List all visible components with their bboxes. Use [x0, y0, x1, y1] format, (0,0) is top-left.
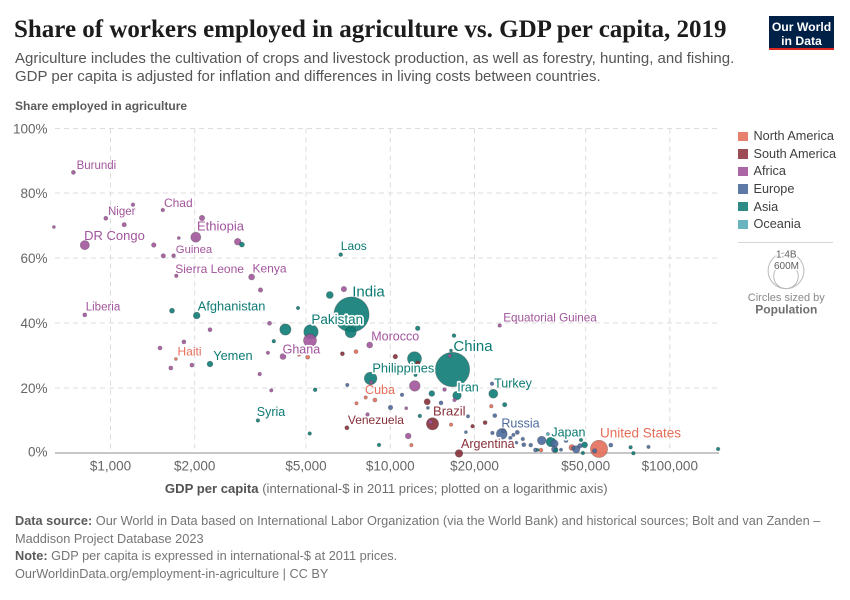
svg-text:Yemen: Yemen	[213, 348, 252, 363]
svg-text:India: India	[352, 283, 385, 300]
svg-text:Venezuela: Venezuela	[348, 413, 404, 427]
svg-text:Argentina: Argentina	[461, 437, 515, 451]
svg-text:Population: Population	[755, 303, 817, 317]
svg-text:Liberia: Liberia	[86, 302, 121, 314]
svg-text:$5,000: $5,000	[285, 459, 326, 474]
svg-text:Circles sized by: Circles sized by	[748, 292, 826, 304]
svg-text:Turkey: Turkey	[494, 377, 532, 391]
svg-text:Haiti: Haiti	[177, 345, 201, 359]
svg-text:Morocco: Morocco	[371, 330, 419, 344]
svg-text:20%: 20%	[20, 381, 47, 396]
svg-text:Burundi: Burundi	[77, 160, 117, 172]
svg-text:$2,000: $2,000	[174, 459, 215, 474]
svg-text:100%: 100%	[13, 121, 48, 136]
svg-text:Brazil: Brazil	[433, 403, 466, 418]
svg-text:Iran: Iran	[457, 381, 479, 395]
svg-text:Cuba: Cuba	[365, 383, 395, 397]
svg-text:600M: 600M	[774, 261, 799, 272]
svg-text:DR Congo: DR Congo	[84, 228, 145, 243]
svg-text:Ethiopia: Ethiopia	[197, 219, 245, 234]
svg-text:United States: United States	[600, 425, 681, 440]
svg-text:$10,000: $10,000	[366, 459, 415, 474]
svg-text:$20,000: $20,000	[450, 459, 499, 474]
svg-text:Japan: Japan	[551, 425, 585, 439]
svg-text:$1,000: $1,000	[90, 459, 131, 474]
svg-text:Kenya: Kenya	[252, 261, 286, 275]
svg-text:China: China	[453, 338, 493, 355]
svg-text:Equatorial Guinea: Equatorial Guinea	[503, 312, 597, 325]
svg-text:40%: 40%	[20, 316, 47, 331]
svg-text:Syria: Syria	[257, 405, 286, 419]
svg-text:GDP per capita (international-: GDP per capita (international-$ in 2011 …	[165, 481, 608, 496]
svg-text:Russia: Russia	[501, 417, 539, 431]
svg-text:Niger: Niger	[108, 206, 136, 218]
svg-text:1.4B: 1.4B	[776, 249, 797, 260]
svg-text:Philippines: Philippines	[372, 360, 434, 375]
svg-text:Afghanistan: Afghanistan	[198, 299, 266, 314]
svg-text:Guinea: Guinea	[176, 244, 213, 256]
svg-text:80%: 80%	[20, 186, 47, 201]
svg-text:Pakistan: Pakistan	[311, 312, 363, 327]
svg-text:0%: 0%	[28, 444, 48, 459]
svg-text:$100,000: $100,000	[642, 459, 698, 474]
svg-text:Sierra Leone: Sierra Leone	[175, 262, 244, 276]
svg-text:Laos: Laos	[341, 239, 367, 253]
svg-text:Chad: Chad	[164, 196, 193, 210]
svg-text:$50,000: $50,000	[561, 459, 610, 474]
svg-text:60%: 60%	[20, 251, 47, 266]
svg-text:Ghana: Ghana	[283, 342, 321, 356]
